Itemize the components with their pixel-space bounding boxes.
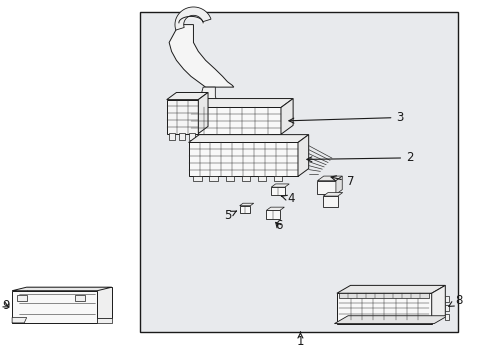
Text: 1: 1: [296, 332, 304, 348]
Bar: [214, 134, 223, 140]
Text: 7: 7: [330, 175, 353, 188]
Polygon shape: [191, 99, 292, 108]
Bar: [271, 187, 285, 195]
Polygon shape: [12, 318, 27, 323]
Bar: [445, 296, 448, 302]
Text: 8: 8: [448, 294, 461, 307]
Text: 6: 6: [274, 219, 282, 232]
Polygon shape: [336, 285, 445, 293]
Bar: [198, 134, 206, 140]
Bar: [193, 176, 202, 181]
Bar: [140, 12, 458, 332]
Bar: [179, 133, 185, 140]
Polygon shape: [169, 24, 233, 87]
Polygon shape: [281, 99, 292, 134]
Bar: [317, 181, 335, 194]
Polygon shape: [297, 135, 308, 176]
Bar: [209, 176, 218, 181]
Bar: [241, 176, 250, 181]
Bar: [262, 134, 271, 140]
Bar: [273, 176, 282, 181]
Polygon shape: [166, 93, 207, 100]
Bar: [445, 314, 448, 320]
Polygon shape: [335, 176, 342, 194]
Bar: [339, 293, 428, 297]
Polygon shape: [431, 285, 445, 324]
Polygon shape: [317, 176, 342, 181]
Polygon shape: [323, 193, 342, 196]
Polygon shape: [97, 318, 112, 323]
Polygon shape: [271, 184, 288, 187]
Bar: [445, 305, 448, 311]
Polygon shape: [266, 207, 284, 210]
Polygon shape: [175, 7, 211, 30]
Text: 9: 9: [2, 299, 10, 312]
Polygon shape: [198, 93, 207, 134]
Bar: [191, 108, 281, 134]
Bar: [257, 176, 266, 181]
Text: 2: 2: [306, 151, 413, 165]
Bar: [225, 176, 234, 181]
Bar: [336, 293, 431, 324]
Text: 4: 4: [281, 193, 294, 206]
Polygon shape: [12, 318, 112, 323]
Bar: [246, 134, 255, 140]
Polygon shape: [188, 135, 308, 143]
Polygon shape: [12, 291, 97, 323]
Bar: [266, 210, 280, 219]
Polygon shape: [27, 287, 112, 318]
Polygon shape: [334, 316, 447, 324]
Bar: [166, 100, 198, 134]
Bar: [323, 196, 337, 207]
Bar: [188, 143, 297, 176]
Bar: [230, 134, 239, 140]
Text: 5: 5: [224, 209, 236, 222]
Bar: [17, 295, 27, 301]
Polygon shape: [12, 287, 112, 291]
Polygon shape: [239, 203, 253, 206]
Bar: [169, 133, 175, 140]
Polygon shape: [201, 87, 234, 121]
Bar: [239, 206, 250, 213]
Bar: [75, 295, 85, 301]
Bar: [188, 133, 195, 140]
Text: 3: 3: [288, 111, 403, 124]
